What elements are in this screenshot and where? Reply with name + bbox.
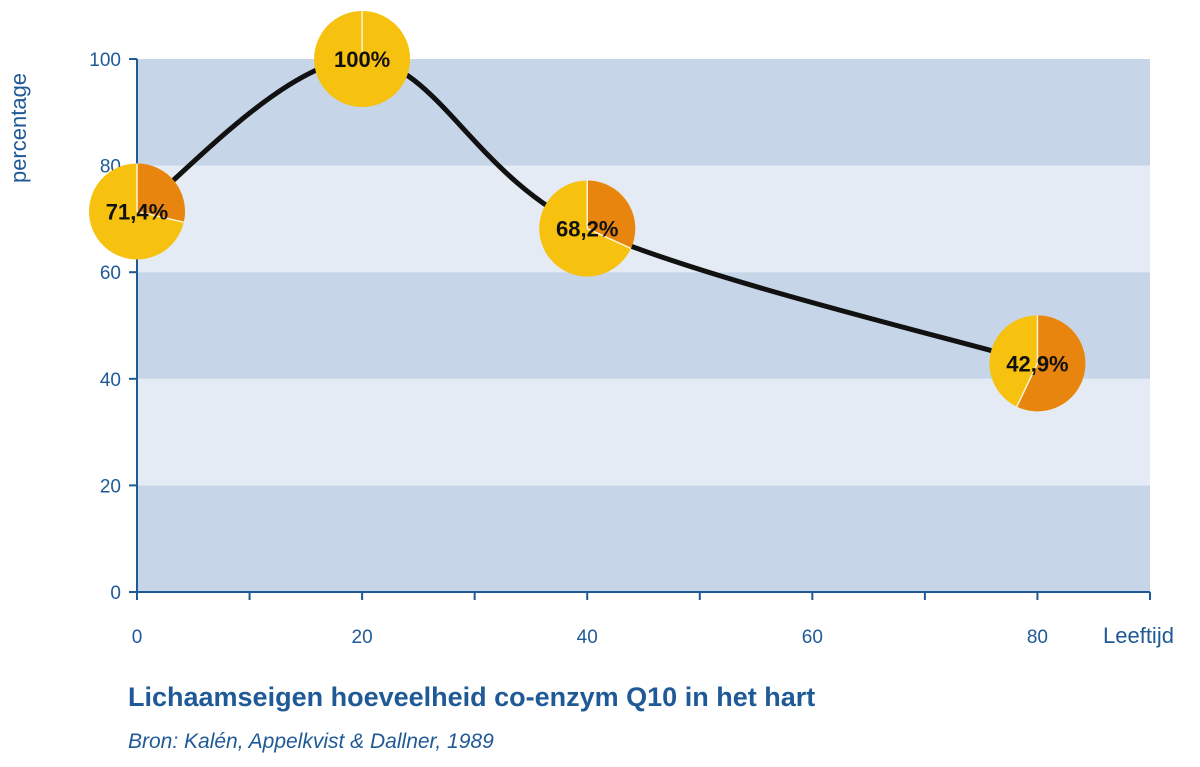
x-axis-label: Leeftijd	[1103, 623, 1174, 648]
x-tick-label: 0	[132, 627, 143, 648]
grid-band	[137, 378, 1150, 486]
grid-band	[137, 272, 1150, 379]
data-point-marker: 71,4%	[89, 163, 185, 260]
x-tick-label: 60	[802, 627, 823, 648]
y-tick-label: 100	[89, 50, 121, 71]
marker-pie-slice	[587, 180, 636, 249]
y-axis-label: percentage	[6, 73, 31, 183]
y-tick-label: 40	[100, 370, 121, 391]
grid-band	[137, 485, 1150, 592]
data-label: 42,9%	[1006, 351, 1068, 376]
x-tick-label: 20	[352, 627, 373, 648]
data-markers: 71,4% 100% 68,2% 42,9%	[89, 11, 1086, 412]
grid-band	[137, 59, 1150, 166]
y-tick-label: 60	[100, 263, 121, 284]
data-label: 68,2%	[556, 216, 618, 241]
data-point-marker: 68,2%	[539, 180, 636, 277]
marker-slice-edge	[586, 227, 632, 250]
chart-title: Lichaamseigen hoeveelheid co-enzym Q10 i…	[128, 682, 816, 712]
y-tick-label: 20	[100, 476, 121, 497]
background-bands	[137, 59, 1150, 592]
data-label: 100%	[334, 47, 390, 72]
data-label: 71,4%	[106, 199, 168, 224]
y-tick-label: 0	[110, 583, 121, 604]
marker-slice-edge	[1016, 363, 1039, 407]
marker-pie-slice	[137, 163, 185, 223]
x-tick-label: 40	[577, 627, 598, 648]
x-tick-label: 80	[1027, 627, 1048, 648]
chart-source: Bron: Kalén, Appelkvist & Dallner, 1989	[128, 730, 494, 753]
marker-pie-slice	[1016, 315, 1086, 412]
data-point-marker: 42,9%	[989, 315, 1086, 412]
data-line	[134, 56, 1040, 366]
grid-band	[137, 165, 1150, 273]
data-point-marker: 100%	[314, 11, 411, 107]
marker-slice-edge	[136, 210, 184, 223]
